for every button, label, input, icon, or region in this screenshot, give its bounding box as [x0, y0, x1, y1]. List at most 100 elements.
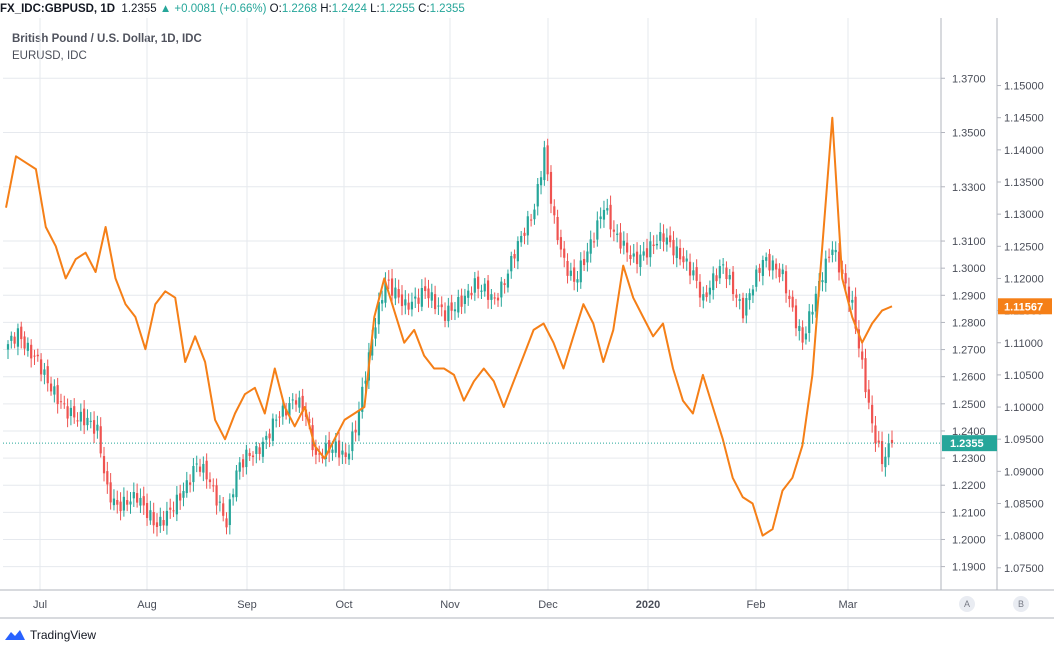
candle-body	[374, 327, 377, 339]
candle-body	[758, 267, 761, 273]
candle-body	[589, 239, 592, 254]
candle-body	[59, 401, 63, 403]
price-axis-label: 1.2800	[952, 317, 986, 329]
candle-body	[496, 297, 500, 301]
candle-body	[520, 235, 523, 243]
close-value: 1.2355	[429, 3, 465, 15]
candle-body	[480, 290, 483, 292]
compare-axis-label: 1.10500	[1004, 370, 1044, 382]
candle-body	[592, 241, 596, 243]
candle-body	[695, 267, 698, 281]
candle-body	[523, 232, 526, 236]
candle-body	[609, 204, 612, 230]
candle-body	[341, 450, 344, 455]
candle-body	[761, 259, 764, 276]
candle-body	[218, 501, 221, 503]
candle-body	[576, 279, 579, 283]
tradingview-brand[interactable]: TradingView	[4, 626, 96, 644]
candle-body	[500, 281, 503, 298]
legend-compare-series[interactable]: EURUSD, IDC	[12, 50, 87, 62]
compare-axis-label: 1.08500	[1004, 499, 1044, 511]
candle-body	[149, 510, 152, 521]
candle-body	[871, 404, 874, 424]
candle-body	[427, 288, 430, 299]
candle-body	[109, 482, 112, 503]
scale-auto-button[interactable]: A	[959, 596, 975, 612]
candle-body	[6, 344, 10, 350]
candle-body	[46, 366, 49, 384]
candle-body	[824, 258, 827, 284]
candle-body	[649, 241, 652, 258]
candle-body	[53, 386, 56, 395]
candle-body	[132, 492, 135, 499]
price-axis-label: 1.3000	[952, 263, 986, 275]
eurusd-line[interactable]	[5, 116, 893, 537]
close-label: C:	[418, 3, 430, 15]
candle-body	[851, 299, 854, 303]
candle-body	[400, 294, 404, 307]
candle-body	[867, 389, 870, 403]
candle-body	[510, 255, 513, 272]
candle-body	[887, 443, 890, 458]
scale-b-button[interactable]: B	[1013, 596, 1029, 612]
candle-body	[228, 499, 231, 526]
compare-axis-label: 1.09000	[1004, 466, 1044, 478]
candle-body	[222, 503, 225, 516]
candle-body	[139, 497, 142, 506]
price-axis-label: 1.2900	[952, 290, 986, 302]
candle-body	[745, 298, 748, 316]
candle-body	[490, 294, 493, 300]
candle-body	[503, 283, 506, 285]
candle-body	[364, 380, 367, 384]
candle-body	[420, 288, 423, 307]
candle-body	[337, 440, 341, 458]
candle-body	[30, 344, 33, 359]
candle-body	[486, 280, 490, 300]
price-axis-label: 1.2500	[952, 399, 986, 411]
candle-body	[457, 296, 460, 313]
candle-body	[612, 229, 615, 232]
candle-body	[477, 276, 480, 289]
symbol-name: FX_IDC:GBPUSD, 1D	[0, 3, 116, 15]
candle-body	[434, 294, 437, 310]
candle-body	[414, 296, 417, 299]
candle-body	[49, 383, 53, 392]
candle-body	[83, 408, 86, 426]
legend-main-series[interactable]: British Pound / U.S. Dollar, 1D, IDC	[12, 33, 202, 45]
candle-body	[543, 147, 546, 181]
candle-body	[198, 466, 202, 472]
candle-body	[126, 500, 129, 505]
eurusd-last-badge-label: 1.11567	[1004, 301, 1043, 313]
low-label: L:	[370, 3, 380, 15]
price-axis-label: 1.2300	[952, 453, 986, 465]
candle-body	[808, 311, 811, 334]
candle-body	[102, 456, 106, 474]
candle-body	[377, 302, 380, 325]
candle-body	[864, 358, 867, 393]
candle-body	[437, 305, 440, 307]
candle-body	[205, 460, 208, 480]
price-axis-label: 1.2000	[952, 534, 986, 546]
candle-body	[43, 369, 46, 375]
compare-axis-label: 1.14500	[1004, 113, 1044, 125]
candle-body	[33, 355, 36, 357]
candle-body	[775, 263, 778, 270]
candle-body	[92, 420, 96, 434]
candle-body	[553, 206, 556, 216]
candle-body	[410, 301, 414, 310]
candle-body	[20, 326, 23, 340]
candle-body	[662, 233, 665, 242]
candle-body	[394, 287, 397, 299]
price-axis-label: 1.2600	[952, 372, 986, 384]
candle-body	[811, 311, 814, 315]
candle-body	[837, 251, 841, 273]
candle-body	[404, 299, 407, 306]
open-value: 1.2268	[281, 3, 317, 15]
candle-body	[679, 247, 682, 260]
price-axis-label: 1.1900	[952, 562, 986, 574]
candle-body	[596, 220, 599, 240]
candle-body	[288, 403, 291, 416]
candle-body	[748, 293, 751, 301]
candle-body	[566, 260, 569, 276]
